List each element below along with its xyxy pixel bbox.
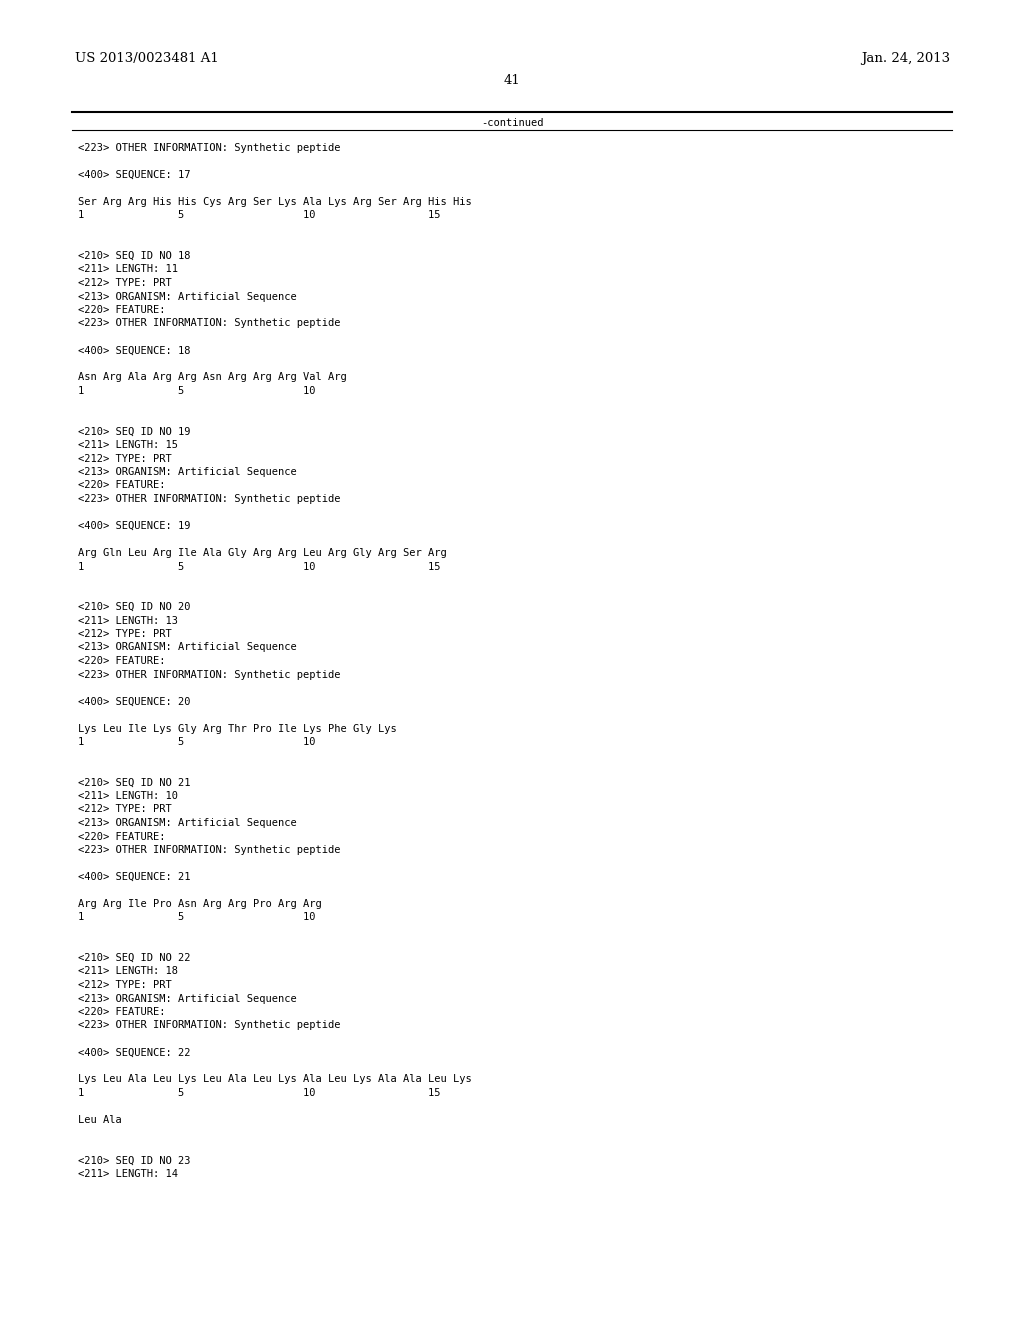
Text: Leu Ala: Leu Ala <box>78 1115 122 1125</box>
Text: <400> SEQUENCE: 18: <400> SEQUENCE: 18 <box>78 346 190 355</box>
Text: 1               5                   10: 1 5 10 <box>78 737 315 747</box>
Text: Ser Arg Arg His His Cys Arg Ser Lys Ala Lys Arg Ser Arg His His: Ser Arg Arg His His Cys Arg Ser Lys Ala … <box>78 197 472 207</box>
Text: <220> FEATURE:: <220> FEATURE: <box>78 832 166 842</box>
Text: <223> OTHER INFORMATION: Synthetic peptide: <223> OTHER INFORMATION: Synthetic pepti… <box>78 318 341 329</box>
Text: 1               5                   10                  15: 1 5 10 15 <box>78 561 440 572</box>
Text: -continued: -continued <box>480 117 544 128</box>
Text: <213> ORGANISM: Artificial Sequence: <213> ORGANISM: Artificial Sequence <box>78 994 297 1003</box>
Text: Lys Leu Ile Lys Gly Arg Thr Pro Ile Lys Phe Gly Lys: Lys Leu Ile Lys Gly Arg Thr Pro Ile Lys … <box>78 723 396 734</box>
Text: 1               5                   10                  15: 1 5 10 15 <box>78 1088 440 1098</box>
Text: <400> SEQUENCE: 21: <400> SEQUENCE: 21 <box>78 873 190 882</box>
Text: <223> OTHER INFORMATION: Synthetic peptide: <223> OTHER INFORMATION: Synthetic pepti… <box>78 494 341 504</box>
Text: <220> FEATURE:: <220> FEATURE: <box>78 1007 166 1016</box>
Text: <211> LENGTH: 15: <211> LENGTH: 15 <box>78 440 178 450</box>
Text: <210> SEQ ID NO 23: <210> SEQ ID NO 23 <box>78 1155 190 1166</box>
Text: <223> OTHER INFORMATION: Synthetic peptide: <223> OTHER INFORMATION: Synthetic pepti… <box>78 669 341 680</box>
Text: <212> TYPE: PRT: <212> TYPE: PRT <box>78 454 172 463</box>
Text: <210> SEQ ID NO 18: <210> SEQ ID NO 18 <box>78 251 190 261</box>
Text: <212> TYPE: PRT: <212> TYPE: PRT <box>78 804 172 814</box>
Text: <223> OTHER INFORMATION: Synthetic peptide: <223> OTHER INFORMATION: Synthetic pepti… <box>78 1020 341 1031</box>
Text: <212> TYPE: PRT: <212> TYPE: PRT <box>78 979 172 990</box>
Text: <211> LENGTH: 10: <211> LENGTH: 10 <box>78 791 178 801</box>
Text: <211> LENGTH: 11: <211> LENGTH: 11 <box>78 264 178 275</box>
Text: <220> FEATURE:: <220> FEATURE: <box>78 480 166 491</box>
Text: <213> ORGANISM: Artificial Sequence: <213> ORGANISM: Artificial Sequence <box>78 467 297 477</box>
Text: <223> OTHER INFORMATION: Synthetic peptide: <223> OTHER INFORMATION: Synthetic pepti… <box>78 143 341 153</box>
Text: <400> SEQUENCE: 19: <400> SEQUENCE: 19 <box>78 521 190 531</box>
Text: Arg Gln Leu Arg Ile Ala Gly Arg Arg Leu Arg Gly Arg Ser Arg: Arg Gln Leu Arg Ile Ala Gly Arg Arg Leu … <box>78 548 446 558</box>
Text: Asn Arg Ala Arg Arg Asn Arg Arg Arg Val Arg: Asn Arg Ala Arg Arg Asn Arg Arg Arg Val … <box>78 372 347 383</box>
Text: <211> LENGTH: 14: <211> LENGTH: 14 <box>78 1170 178 1179</box>
Text: <400> SEQUENCE: 20: <400> SEQUENCE: 20 <box>78 697 190 706</box>
Text: US 2013/0023481 A1: US 2013/0023481 A1 <box>75 51 219 65</box>
Text: Arg Arg Ile Pro Asn Arg Arg Pro Arg Arg: Arg Arg Ile Pro Asn Arg Arg Pro Arg Arg <box>78 899 322 909</box>
Text: <220> FEATURE:: <220> FEATURE: <box>78 305 166 315</box>
Text: <210> SEQ ID NO 22: <210> SEQ ID NO 22 <box>78 953 190 964</box>
Text: Lys Leu Ala Leu Lys Leu Ala Leu Lys Ala Leu Lys Ala Ala Leu Lys: Lys Leu Ala Leu Lys Leu Ala Leu Lys Ala … <box>78 1074 472 1085</box>
Text: <211> LENGTH: 13: <211> LENGTH: 13 <box>78 615 178 626</box>
Text: <210> SEQ ID NO 19: <210> SEQ ID NO 19 <box>78 426 190 437</box>
Text: <400> SEQUENCE: 17: <400> SEQUENCE: 17 <box>78 170 190 180</box>
Text: <210> SEQ ID NO 20: <210> SEQ ID NO 20 <box>78 602 190 612</box>
Text: <213> ORGANISM: Artificial Sequence: <213> ORGANISM: Artificial Sequence <box>78 292 297 301</box>
Text: <220> FEATURE:: <220> FEATURE: <box>78 656 166 667</box>
Text: 1               5                   10                  15: 1 5 10 15 <box>78 210 440 220</box>
Text: 1               5                   10: 1 5 10 <box>78 912 315 923</box>
Text: <213> ORGANISM: Artificial Sequence: <213> ORGANISM: Artificial Sequence <box>78 818 297 828</box>
Text: <212> TYPE: PRT: <212> TYPE: PRT <box>78 630 172 639</box>
Text: <212> TYPE: PRT: <212> TYPE: PRT <box>78 279 172 288</box>
Text: Jan. 24, 2013: Jan. 24, 2013 <box>861 51 950 65</box>
Text: <223> OTHER INFORMATION: Synthetic peptide: <223> OTHER INFORMATION: Synthetic pepti… <box>78 845 341 855</box>
Text: 41: 41 <box>504 74 520 87</box>
Text: 1               5                   10: 1 5 10 <box>78 385 315 396</box>
Text: <400> SEQUENCE: 22: <400> SEQUENCE: 22 <box>78 1048 190 1057</box>
Text: <211> LENGTH: 18: <211> LENGTH: 18 <box>78 966 178 977</box>
Text: <210> SEQ ID NO 21: <210> SEQ ID NO 21 <box>78 777 190 788</box>
Text: <213> ORGANISM: Artificial Sequence: <213> ORGANISM: Artificial Sequence <box>78 643 297 652</box>
